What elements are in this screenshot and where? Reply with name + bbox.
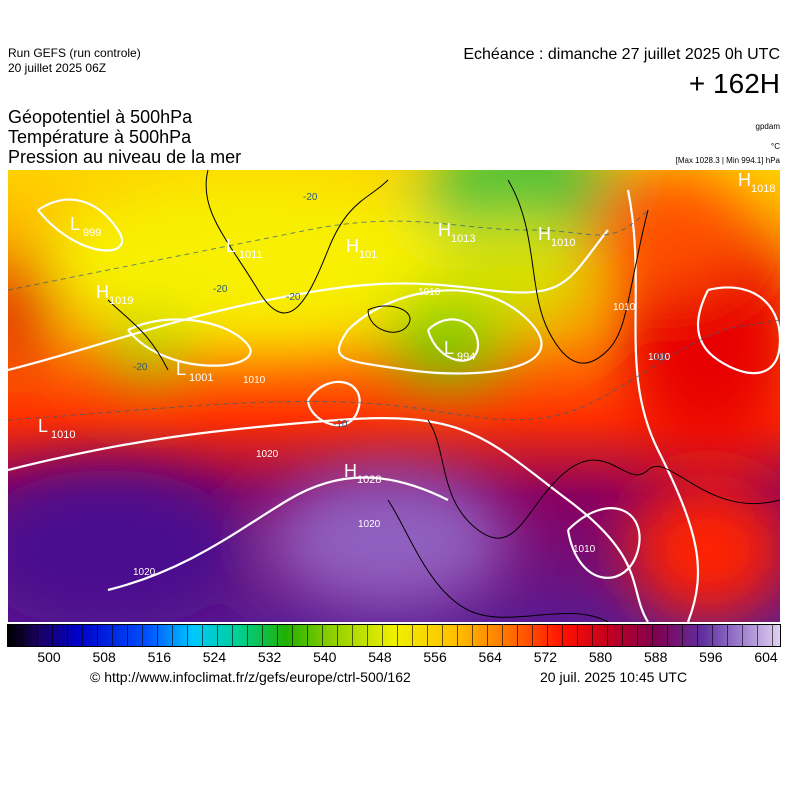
colorbar-tick-label: 580 xyxy=(588,649,613,665)
colorbar-tick-label: 524 xyxy=(202,649,227,665)
pressure-type: H xyxy=(344,461,357,481)
isotherm-label: -10 xyxy=(651,352,666,363)
forecast-time: Echéance : dimanche 27 juillet 2025 0h U… xyxy=(463,46,780,63)
pressure-type: L xyxy=(70,214,80,234)
run-date: 20 juillet 2025 06Z xyxy=(8,61,107,75)
isotherm-label: -20 xyxy=(286,292,301,303)
title: Température à 500hPa xyxy=(8,127,192,147)
isotherm-label: -10 xyxy=(333,419,348,430)
pressure-value: 1028 xyxy=(357,474,381,486)
isobar-label: 1010 xyxy=(243,375,266,386)
isobar-label: 1020 xyxy=(133,567,156,578)
pressure-type: L xyxy=(176,359,186,379)
colorbar-tick-label: 572 xyxy=(533,649,558,665)
pressure-type: L xyxy=(444,338,454,358)
isotherms xyxy=(8,209,780,421)
isobar-label: 1010 xyxy=(613,302,636,313)
colorbar-tick-label: 532 xyxy=(257,649,282,665)
colorbar-tick-label: 596 xyxy=(699,649,723,665)
unit: [Max 1028.3 | Min 994.1] hPa xyxy=(675,156,780,165)
pressure-value: 1001 xyxy=(189,372,213,384)
pressure-value: 999 xyxy=(83,227,101,239)
unit: gpdam xyxy=(755,122,780,131)
colorbar-tick-label: 540 xyxy=(313,649,337,665)
pressure-value: 1019 xyxy=(109,295,133,307)
source-url: © http://www.infoclimat.fr/z/gefs/europe… xyxy=(90,669,411,685)
isobars xyxy=(8,189,780,622)
pressure-value: 1010 xyxy=(551,237,575,249)
coastlines xyxy=(107,170,780,622)
pressure-type: H xyxy=(96,282,109,302)
isotherm-label: -20 xyxy=(303,192,318,203)
colorbar-tick-label: 548 xyxy=(368,649,392,665)
isotherm-label: -20 xyxy=(133,362,148,373)
pressure-type: H xyxy=(738,170,751,190)
field xyxy=(8,170,780,622)
colorbar xyxy=(7,624,781,647)
generated-time: 20 juil. 2025 10:45 UTC xyxy=(540,669,688,685)
pressure-value: 1013 xyxy=(451,233,475,245)
colorbar-tick-label: 588 xyxy=(644,649,668,665)
isobar-label: 1020 xyxy=(256,449,279,460)
pressure-type: H xyxy=(346,236,359,256)
colorbar-tick-label: 508 xyxy=(92,649,116,665)
unit: °C xyxy=(771,142,780,151)
pressure-value: 101 xyxy=(359,249,377,261)
pressure-value: 1011 xyxy=(239,249,263,261)
colorbar-tick-label: 556 xyxy=(423,649,447,665)
pressure-value: 1018 xyxy=(751,183,775,195)
pressure-value: 994 xyxy=(457,351,475,363)
colorbar-tick-label: 500 xyxy=(37,649,61,665)
pressure-type: H xyxy=(438,220,451,240)
pressure-value: 1010 xyxy=(51,429,75,441)
lead-time: + 162H xyxy=(688,68,780,99)
colorbar-tick-label: 604 xyxy=(754,649,778,665)
title: Pression au niveau de la mer xyxy=(8,147,242,167)
pressure-type: L xyxy=(38,416,48,436)
isobar-label: 1010 xyxy=(573,544,596,555)
isobar-label: 1010 xyxy=(648,352,671,363)
pressure-type: H xyxy=(538,224,551,244)
pressure-type: L xyxy=(226,236,236,256)
isobar-label: 1010 xyxy=(418,287,441,298)
isobar-label: 1020 xyxy=(358,519,381,530)
colorbar-tick-label: 564 xyxy=(478,649,502,665)
colorbar-tick-label: 516 xyxy=(147,649,171,665)
run-label: Run GEFS (run controle) xyxy=(8,46,141,60)
isotherm-label: -20 xyxy=(213,284,228,295)
title: Géopotentiel à 500hPa xyxy=(8,107,193,127)
